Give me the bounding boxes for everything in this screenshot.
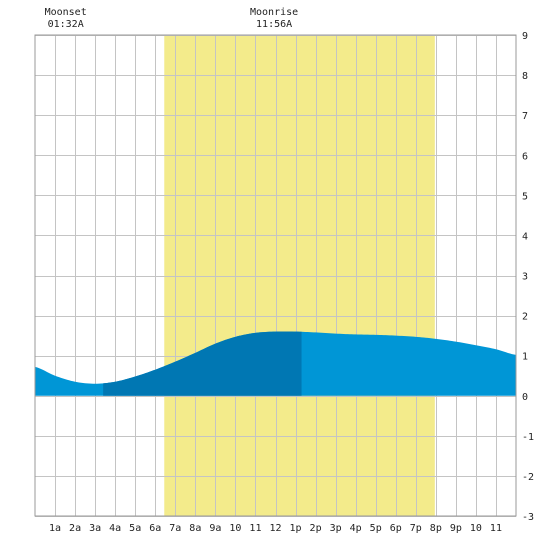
y-tick-label: 0 <box>522 392 528 403</box>
x-tick-label: 6p <box>390 523 402 534</box>
x-tick-label: 1a <box>49 523 61 534</box>
y-tick-label: 1 <box>522 352 528 363</box>
y-tick-label: 9 <box>522 31 528 42</box>
moon-event-time: 11:56A <box>256 19 292 30</box>
tide-area-highlight <box>103 331 302 396</box>
x-tick-label: 5p <box>370 523 382 534</box>
x-tick-label: 4p <box>350 523 362 534</box>
y-tick-label: -1 <box>522 432 534 443</box>
x-tick-label: 9a <box>209 523 221 534</box>
plot-frame <box>34 34 517 517</box>
y-tick-label: 6 <box>522 151 528 162</box>
x-tick-label: 7p <box>410 523 422 534</box>
x-tick-label: 6a <box>149 523 161 534</box>
x-tick-label: 7a <box>169 523 181 534</box>
y-tick-label: 2 <box>522 312 528 323</box>
x-tick-label: 11 <box>249 523 261 534</box>
x-tick-label: 12 <box>269 523 281 534</box>
x-tick-label: 8a <box>189 523 201 534</box>
daylight-band-layer <box>164 35 435 516</box>
y-tick-label: 8 <box>522 71 528 82</box>
y-tick-label: 3 <box>522 272 528 283</box>
x-tick-label: 3a <box>89 523 101 534</box>
daylight-band <box>164 35 435 516</box>
x-tick-label: 11 <box>490 523 502 534</box>
moon-event-label: Moonset <box>45 7 87 18</box>
y-tick-label: 7 <box>522 111 528 122</box>
x-tick-label: 3p <box>330 523 342 534</box>
x-tick-label: 10 <box>229 523 241 534</box>
x-tick-labels: 1a 2a 3a 4a 5a 6a 7a 8a 9a 10 11 12 1p 2p 3p 4p 5p 6p 7p 8p… <box>49 523 502 534</box>
x-tick-label: 4a <box>109 523 121 534</box>
y-tick-label: -2 <box>522 472 534 483</box>
x-tick-label: 5a <box>129 523 141 534</box>
y-tick-label: 4 <box>522 231 528 242</box>
x-tick-label: 2a <box>69 523 81 534</box>
x-tick-label: 9p <box>450 523 462 534</box>
x-tick-label: 10 <box>470 523 482 534</box>
x-tick-label: 2p <box>310 523 322 534</box>
moon-event-time: 01:32A <box>48 19 84 30</box>
y-tick-labels: -3 -2 -1 0 1 2 3 4 5 6 7 8 9 <box>522 31 534 523</box>
x-tick-label: 1p <box>290 523 302 534</box>
y-tick-label: -3 <box>522 512 534 523</box>
y-tick-label: 5 <box>522 191 528 202</box>
tide-area-layer <box>35 331 516 396</box>
moon-event-label: Moonrise <box>250 7 298 18</box>
x-tick-label: 8p <box>430 523 442 534</box>
